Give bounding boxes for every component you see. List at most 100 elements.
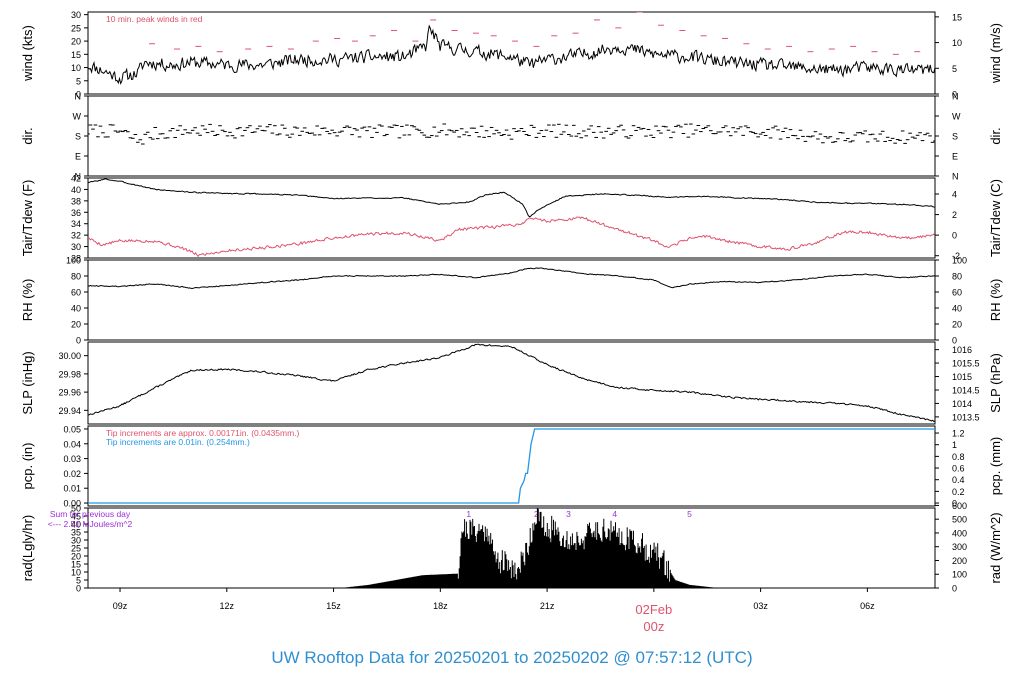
- rh-right-tick-label-4: 80: [952, 272, 962, 282]
- slp-series-0: [88, 343, 935, 422]
- slp-panel-frame: [87, 341, 936, 425]
- rad-marker-3: 4: [612, 509, 617, 519]
- pcp-left-tick-label-5: 0.05: [63, 424, 81, 434]
- x-tick-label-3: 18z: [433, 601, 448, 611]
- temp-right-tick-label-0: -2: [952, 251, 960, 261]
- x-tick-label-6: 06z: [860, 601, 875, 611]
- rad-left-tick-label-0: 0: [76, 584, 81, 594]
- slp-right-tick-label-4: 1015.5: [952, 359, 980, 369]
- rad-marker-4: 5: [687, 509, 692, 519]
- temp-right-axis-label: Tair/Tdew (C): [988, 179, 1003, 257]
- pcp-right-axis-label: pcp. (mm): [988, 437, 1003, 496]
- x-date-sublabel: 00z: [643, 619, 664, 634]
- rad-left-tick-label-5: 25: [71, 544, 81, 554]
- rad-marker-0: 1: [466, 509, 471, 519]
- temp-series-0: [88, 178, 935, 218]
- rad-right-axis-label: rad (W/m^2): [988, 512, 1003, 583]
- dir-right-tick-label-1: E: [952, 152, 958, 162]
- rad-series-0: [341, 508, 718, 588]
- rh-left-tick-label-0: 0: [76, 336, 81, 346]
- rad-left-tick-label-4: 20: [71, 552, 81, 562]
- rad-left-tick-label-8: 40: [71, 520, 81, 530]
- slp-right-tick-label-0: 1013.5: [952, 412, 980, 422]
- temp-line-0: [88, 178, 935, 218]
- rad-left-axis-label: rad(Lgly/hr): [20, 515, 35, 581]
- pcp-left-tick-label-2: 0.02: [63, 469, 81, 479]
- pcp-annotation-0: Tip increments are approx. 0.00171in. (0…: [106, 428, 300, 438]
- wind-right-tick-label-3: 15: [952, 12, 962, 22]
- rh-left-axis-label: RH (%): [20, 279, 35, 322]
- rad-right-tick-label-1: 100: [952, 570, 967, 580]
- slp-right-tick-label-2: 1014.5: [952, 386, 980, 396]
- pcp-right-tick-label-1: 0.2: [952, 487, 965, 497]
- wind-right-axis-label: wind (m/s): [988, 23, 1003, 84]
- rh-left-tick-label-1: 20: [71, 320, 81, 330]
- temp-right-tick-label-2: 2: [952, 210, 957, 220]
- rad-annotation-0: Sum for previous day: [50, 509, 131, 519]
- dir-left-tick-label-3: W: [73, 112, 82, 122]
- slp-right-tick-label-1: 1014: [952, 399, 972, 409]
- rad-right-tick-label-4: 400: [952, 528, 967, 538]
- slp-right-tick-label-5: 1016: [952, 345, 972, 355]
- wind-left-tick-label-3: 15: [71, 50, 81, 60]
- x-tick-label-5: 03z: [753, 601, 768, 611]
- slp-line-0: [88, 343, 935, 422]
- temp-line-1: [88, 216, 935, 258]
- rad-left-tick-label-3: 15: [71, 560, 81, 570]
- pcp-right-tick-label-4: 0.8: [952, 452, 965, 462]
- slp-left-tick-label-0: 29.94: [58, 406, 81, 416]
- pcp-right-tick-label-5: 1: [952, 440, 957, 450]
- dir-right-tick-label-4: N: [952, 92, 959, 102]
- wind-left-axis-label: wind (kts): [20, 25, 35, 82]
- temp-right-tick-label-1: 0: [952, 231, 957, 241]
- rad-right-tick-label-2: 200: [952, 556, 967, 566]
- temp-series-1: [88, 216, 935, 258]
- rad-left-tick-label-10: 50: [71, 504, 81, 514]
- rad-panel-frame: [87, 507, 936, 589]
- pcp-left-tick-label-4: 0.04: [63, 439, 81, 449]
- pcp-right-tick-label-3: 0.6: [952, 464, 965, 474]
- slp-right-tick-label-3: 1015: [952, 372, 972, 382]
- temp-left-tick-label-3: 34: [71, 219, 81, 229]
- rad-marker-1: 2: [534, 509, 539, 519]
- dir-right-tick-label-0: N: [952, 172, 959, 182]
- rh-panel-frame: [87, 259, 936, 341]
- temp-right-tick-label-3: 4: [952, 190, 957, 200]
- rad-annotation-1: <--- 2.51 MJoules/m^2: [48, 519, 133, 529]
- temp-left-tick-label-5: 38: [71, 196, 81, 206]
- rh-left-tick-label-5: 100: [66, 256, 81, 266]
- rad-right-tick-label-3: 300: [952, 542, 967, 552]
- rh-series-0: [88, 267, 935, 290]
- x-tick-label-0: 09z: [113, 601, 128, 611]
- wind-left-tick-label-1: 5: [76, 76, 81, 86]
- slp-left-tick-label-1: 29.96: [58, 388, 81, 398]
- rad-right-tick-label-0: 0: [952, 584, 957, 594]
- rh-left-tick-label-4: 80: [71, 272, 81, 282]
- x-tick-label-4: 21z: [540, 601, 555, 611]
- dir-right-tick-label-2: S: [952, 132, 958, 142]
- pcp-line-0: [88, 428, 935, 504]
- dir-left-tick-label-4: N: [75, 92, 82, 102]
- wind-right-tick-label-2: 10: [952, 38, 962, 48]
- pcp-left-tick-label-1: 0.01: [63, 484, 81, 494]
- wind-right-tick-label-1: 5: [952, 64, 957, 74]
- pcp-left-tick-label-3: 0.03: [63, 454, 81, 464]
- temp-left-tick-label-2: 32: [71, 231, 81, 241]
- rh-right-tick-label-0: 0: [952, 336, 957, 346]
- x-tick-label-2: 15z: [326, 601, 341, 611]
- rh-right-axis-label: RH (%): [988, 279, 1003, 322]
- slp-left-tick-label-2: 29.98: [58, 369, 81, 379]
- wind-panel-frame: [87, 11, 936, 95]
- x-date-label: 02Feb: [635, 602, 672, 617]
- wind-left-tick-label-0: 0: [76, 90, 81, 100]
- pcp-left-axis-label: pcp. (in): [20, 443, 35, 490]
- wind-right-tick-label-0: 0: [952, 90, 957, 100]
- dir-left-tick-label-1: E: [75, 152, 81, 162]
- slp-left-tick-label-3: 30.00: [58, 351, 81, 361]
- rh-right-tick-label-5: 100: [952, 256, 967, 266]
- pcp-right-tick-label-0: 0: [952, 499, 957, 509]
- rad-marker-2: 3: [566, 509, 571, 519]
- pcp-annotation-1: Tip increments are 0.01in. (0.254mm.): [106, 437, 250, 447]
- x-tick-label-1: 12z: [220, 601, 235, 611]
